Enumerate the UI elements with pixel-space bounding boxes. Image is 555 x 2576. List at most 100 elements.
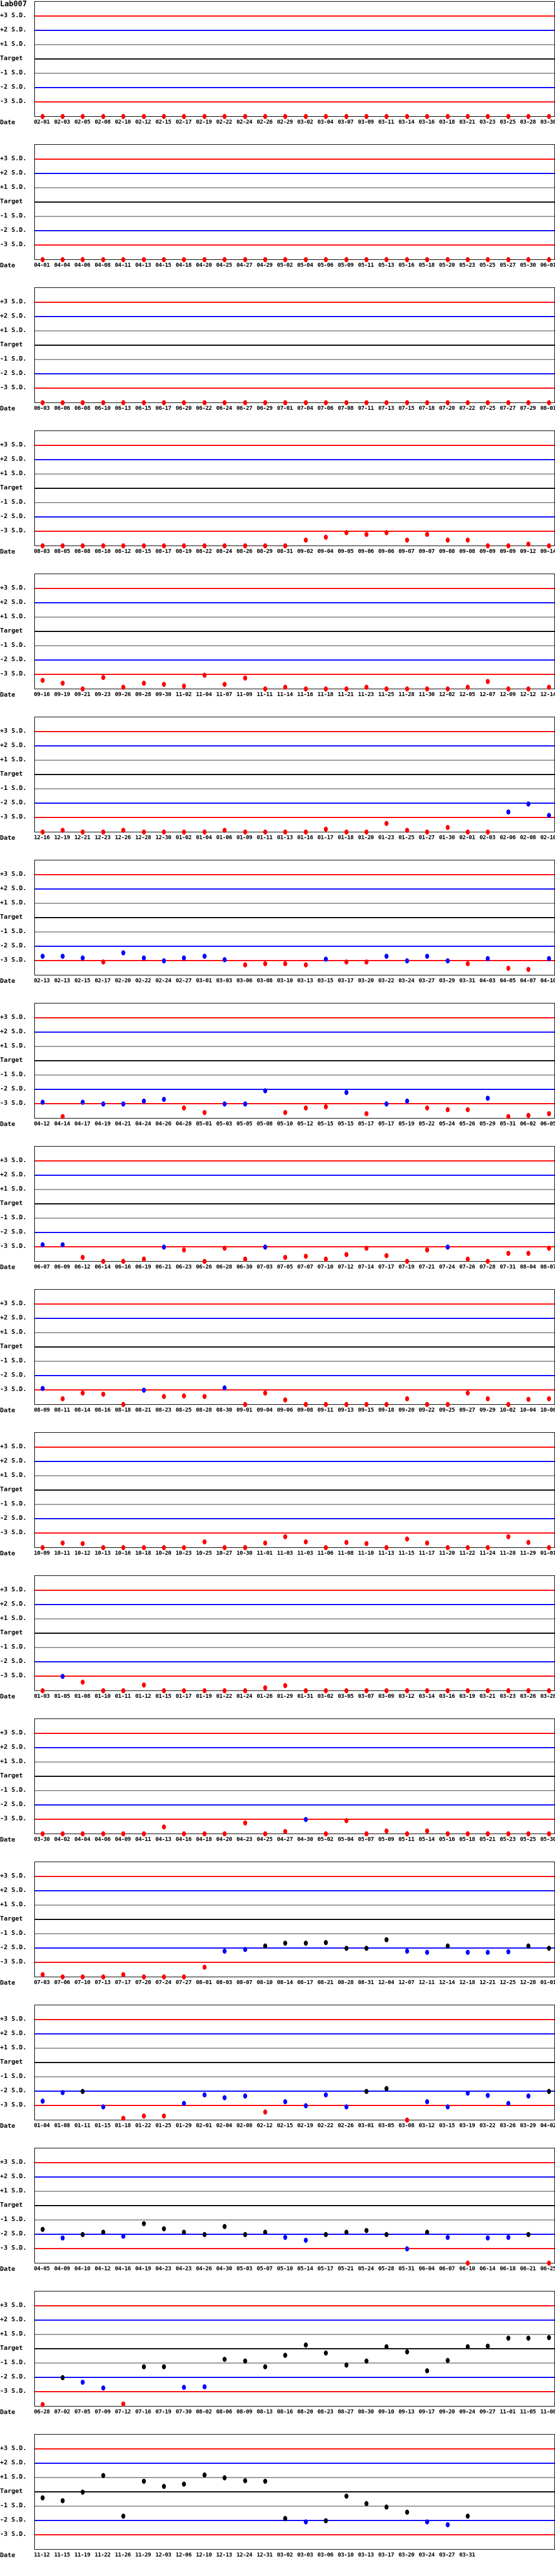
x-tick-label: 11-08: [338, 1550, 354, 1556]
chart-block: +3 S.D. +2 S.D. +1 S.D. Target -1 S.D. -2 S.D…: [0, 143, 555, 286]
data-point: [526, 2231, 531, 2237]
x-tick-label: 12-10: [196, 2552, 212, 2558]
x-tick-label: 04-20: [216, 1836, 232, 1843]
data-point: [263, 829, 267, 835]
sd-line-minus3: [35, 2391, 554, 2392]
x-tick-label: 09-04: [256, 1407, 273, 1413]
data-point: [425, 954, 430, 959]
data-point: [283, 543, 288, 548]
data-point: [283, 829, 288, 835]
data-point: [506, 256, 510, 262]
data-point: [384, 686, 389, 692]
data-point: [182, 1974, 187, 1980]
sd-line-minus3: [35, 2534, 554, 2535]
data-point: [263, 1540, 267, 1546]
data-point: [40, 677, 45, 683]
data-point: [263, 1831, 267, 1836]
data-point: [243, 2231, 247, 2237]
sd-line-plus2: [35, 602, 554, 603]
data-point: [425, 113, 430, 119]
y-axis-label: +2 S.D.: [0, 2316, 27, 2323]
data-point: [465, 1256, 470, 1262]
data-point: [101, 2229, 105, 2235]
x-tick-label: 06-28: [216, 1264, 232, 1270]
x-tick-label: 05-14: [418, 1836, 435, 1843]
y-axis-label: Target: [0, 2058, 23, 2065]
data-point: [546, 256, 551, 262]
x-tick-label: 09-07: [418, 548, 435, 555]
data-point: [344, 1688, 348, 1693]
data-point: [526, 1112, 531, 1118]
y-axis-label: +3 S.D.: [0, 1443, 27, 1450]
x-tick-label: 12-02: [439, 692, 455, 698]
x-tick-label: 09-20: [398, 1407, 414, 1413]
data-point: [405, 1948, 409, 1954]
x-tick-label: 05-29: [479, 1121, 495, 1127]
data-point: [526, 2093, 531, 2099]
x-axis-title: Date: [0, 1836, 15, 1843]
x-tick-label: 08-12: [114, 548, 131, 555]
data-point: [182, 2385, 187, 2390]
x-tick-label: 08-16: [94, 1407, 110, 1413]
x-tick-label: 02-04: [216, 2123, 232, 2129]
x-tick-label: 01-25: [398, 835, 414, 841]
data-point: [546, 1246, 551, 1251]
x-tick-label: 09-26: [114, 692, 131, 698]
y-axis-label: Target: [0, 2487, 23, 2495]
x-tick-label: 03-15: [439, 2123, 455, 2129]
y-axis-label: +3 S.D.: [0, 1156, 27, 1164]
sd-line-plus2: [35, 745, 554, 746]
sd-line-minus2: [35, 373, 554, 374]
x-tick-label: 06-27: [236, 405, 252, 412]
data-point: [303, 962, 308, 967]
data-point: [506, 686, 510, 692]
x-tick-label: 07-12: [338, 1264, 354, 1270]
x-tick-label: 01-30: [439, 835, 455, 841]
sd-line-minus3: [35, 2248, 554, 2249]
data-point: [202, 1109, 207, 1115]
y-axis-label: +2 S.D.: [0, 1171, 27, 1178]
x-tick-label: 05-02: [317, 1836, 334, 1843]
data-point: [141, 1682, 146, 1688]
data-point: [465, 400, 470, 405]
x-tick-label: 08-04: [520, 1264, 536, 1270]
x-tick-label: 07-04: [297, 405, 313, 412]
x-tick-label: 01-22: [216, 1693, 232, 1700]
x-tick-label: 02-06: [499, 835, 516, 841]
y-axis-label: Target: [0, 1056, 23, 1064]
x-tick-label: 03-26: [520, 1693, 536, 1700]
data-point: [405, 537, 409, 543]
x-tick-label: 11-10: [358, 1550, 374, 1556]
plot-area: [34, 2434, 555, 2550]
x-tick-label: 06-28: [34, 2409, 50, 2415]
x-tick-label: 07-26: [459, 1264, 475, 1270]
x-tick-label: 07-19: [398, 1264, 414, 1270]
y-axis-label: -1 S.D.: [0, 1500, 27, 1507]
y-axis-label: +2 S.D.: [0, 1314, 27, 1321]
y-axis-label: +2 S.D.: [0, 1600, 27, 1607]
data-point: [425, 400, 430, 405]
x-tick-label: 07-14: [358, 1264, 374, 1270]
data-point: [283, 256, 288, 262]
data-point: [465, 829, 470, 835]
data-point: [384, 1101, 389, 1107]
x-tick-label: 04-30: [297, 1836, 313, 1843]
data-point: [486, 2093, 490, 2098]
data-point: [445, 2357, 450, 2363]
x-tick-label: 08-19: [175, 548, 192, 555]
y-axis-label: -3 S.D.: [0, 2530, 27, 2538]
x-tick-label: 02-03: [54, 119, 70, 125]
data-point: [161, 2113, 166, 2119]
x-tick-label: 05-23: [459, 262, 475, 268]
y-axis-label: -1 S.D.: [0, 498, 27, 505]
chart-block: +3 S.D. +2 S.D. +1 S.D. Target -1 S.D. -2 S.D…: [0, 1002, 555, 1145]
y-axis-label: +3 S.D.: [0, 155, 27, 162]
x-tick-label: 05-21: [338, 2266, 354, 2272]
target-line: [35, 1203, 554, 1204]
x-tick-label: 09-17: [418, 2409, 435, 2415]
x-tick-label: 08-13: [256, 2409, 273, 2415]
x-tick-label: 03-13: [358, 2552, 374, 2558]
y-axis-label: +1 S.D.: [0, 613, 27, 620]
x-tick-label: 11-07: [216, 692, 232, 698]
x-tick-label: 04-18: [196, 1836, 212, 1843]
